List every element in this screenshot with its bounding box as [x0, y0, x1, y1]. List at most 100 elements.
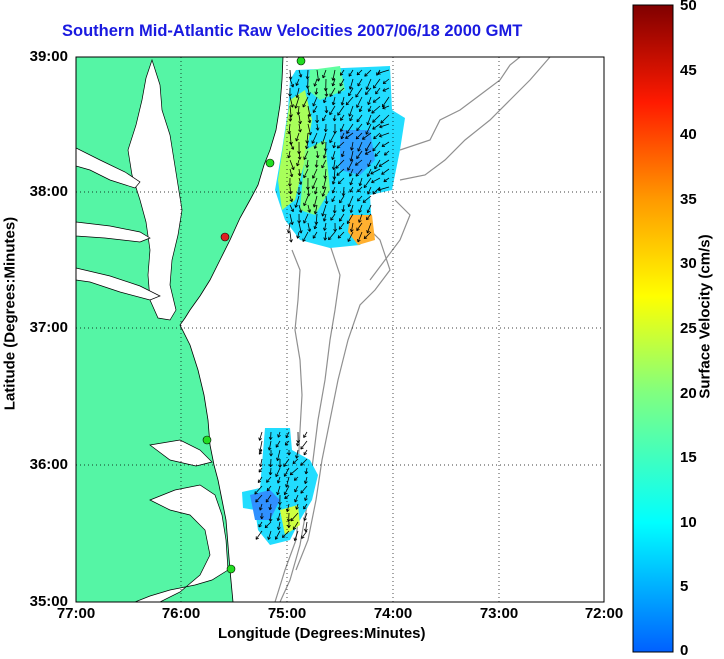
velocity-arrow — [357, 186, 363, 193]
velocity-arrow — [275, 530, 281, 540]
velocity-arrowhead — [338, 226, 343, 230]
velocity-arrow — [298, 222, 302, 234]
velocity-arrow — [333, 159, 336, 170]
velocity-arrow — [341, 96, 345, 106]
velocity-arrowhead — [278, 464, 282, 468]
velocity-arrow — [300, 440, 308, 450]
velocity-arrowhead — [266, 479, 270, 483]
velocity-arrowhead — [340, 153, 345, 158]
velocity-arrowhead — [349, 189, 353, 193]
velocity-arrow — [307, 87, 310, 96]
velocity-arrowhead — [376, 72, 380, 76]
velocity-arrow — [366, 78, 372, 90]
velocity-arrow — [367, 186, 372, 195]
velocity-arrowhead — [300, 446, 304, 450]
velocity-arrow — [314, 78, 318, 87]
velocity-arrowhead — [329, 93, 333, 97]
velocity-arrow — [313, 195, 318, 208]
velocity-arrow — [314, 141, 318, 149]
velocity-arrow — [357, 78, 363, 87]
velocity-arrowhead — [358, 182, 363, 187]
velocity-arrow — [335, 159, 345, 169]
velocity-arrow — [321, 159, 327, 169]
velocity-arrow — [289, 204, 294, 212]
velocity-arrow — [301, 530, 308, 539]
velocity-arrow — [350, 204, 354, 213]
velocity-arrow — [266, 476, 272, 483]
velocity-arrowhead — [331, 82, 336, 87]
velocity-arrowhead — [291, 166, 295, 170]
velocity-arrowhead — [294, 105, 298, 109]
velocity-arrowhead — [349, 158, 354, 162]
velocity-arrow — [350, 177, 354, 186]
x-axis-label: Longitude (Degrees:Minutes) — [218, 625, 426, 642]
velocity-arrowhead — [355, 135, 360, 140]
velocity-arrowhead — [284, 442, 289, 446]
velocity-arrow — [295, 78, 300, 86]
velocity-arrowhead — [264, 524, 269, 529]
velocity-arrow — [362, 195, 372, 203]
velocity-arrow — [358, 204, 363, 213]
velocity-arrowhead — [288, 76, 293, 80]
colorbar-tick: 45 — [680, 62, 697, 79]
velocity-arrowhead — [304, 497, 308, 501]
velocity-arrowhead — [358, 108, 363, 113]
velocity-arrow — [355, 159, 363, 166]
velocity-arrow — [331, 195, 336, 202]
velocity-arrow — [340, 132, 345, 140]
velocity-arrow — [289, 159, 295, 170]
velocity-arrow — [312, 105, 318, 113]
velocity-arrow — [264, 521, 272, 529]
velocity-arrow — [372, 186, 381, 195]
velocity-arrowhead — [340, 135, 345, 140]
velocity-arrow — [357, 195, 363, 202]
velocity-arrowhead — [375, 90, 379, 95]
velocity-arrowhead — [313, 145, 318, 149]
velocity-arrowhead — [288, 93, 292, 97]
velocity-arrowhead — [346, 220, 351, 225]
velocity-arrowhead — [255, 499, 259, 503]
velocity-arrow — [372, 96, 381, 103]
velocity-arrowhead — [297, 156, 302, 160]
velocity-arrowhead — [367, 101, 371, 105]
velocity-arrowhead — [290, 208, 294, 213]
velocity-arrowhead — [313, 211, 318, 215]
velocity-arrowhead — [382, 80, 387, 85]
velocity-arrow — [284, 494, 290, 499]
velocity-arrow — [350, 222, 354, 232]
map-title: Southern Mid-Atlantic Raw Velocities 200… — [62, 22, 523, 40]
velocity-arrow — [269, 503, 272, 510]
velocity-arrow — [316, 159, 318, 168]
y-tick-label: 38:00 — [29, 183, 68, 200]
velocity-arrowhead — [315, 155, 320, 159]
velocity-arrowhead — [258, 451, 263, 455]
velocity-arrow — [357, 141, 363, 152]
velocity-arrow — [286, 503, 290, 512]
velocity-arrow — [259, 440, 263, 452]
velocity-arrow — [373, 132, 381, 140]
velocity-arrowhead — [324, 110, 329, 114]
velocity-arrowhead — [303, 156, 307, 160]
velocity-arrow — [298, 168, 301, 176]
velocity-arrow — [329, 105, 336, 115]
velocity-arrowhead — [337, 112, 341, 116]
velocity-arrowhead — [331, 77, 336, 81]
grid-lines — [76, 57, 604, 602]
velocity-arrowhead — [356, 227, 360, 232]
velocity-arrowhead — [293, 477, 298, 481]
y-tick-label: 39:00 — [29, 48, 68, 65]
velocity-arrowhead — [356, 104, 360, 108]
velocity-arrowhead — [285, 508, 290, 513]
velocity-arrow — [305, 521, 308, 532]
velocity-arrowhead — [286, 230, 291, 234]
velocity-arrowhead — [383, 178, 387, 183]
velocity-arrow — [351, 141, 354, 151]
velocity-arrowhead — [323, 128, 328, 133]
velocity-arrow — [289, 467, 299, 476]
velocity-arrowhead — [381, 171, 385, 175]
velocity-arrow — [359, 177, 363, 186]
velocity-arrow — [289, 213, 293, 225]
velocity-arrowhead — [283, 491, 288, 496]
velocity-arrow — [289, 96, 294, 108]
